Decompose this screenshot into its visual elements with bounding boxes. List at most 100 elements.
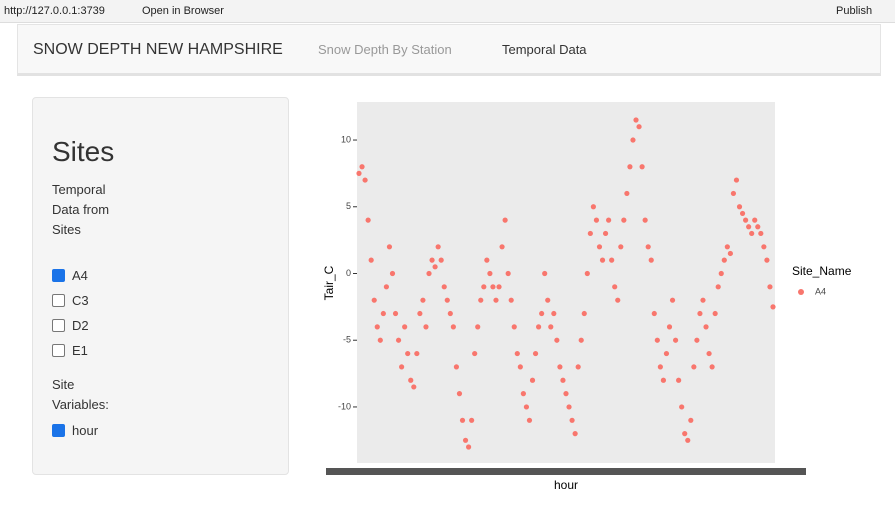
- point: [548, 324, 554, 330]
- point: [417, 310, 423, 317]
- point: [356, 170, 362, 176]
- checkbox-label: E1: [72, 343, 88, 358]
- checkbox-box[interactable]: [52, 319, 65, 332]
- point: [633, 117, 639, 123]
- point: [651, 310, 657, 317]
- point: [761, 244, 767, 250]
- point: [462, 437, 469, 443]
- checkbox-box[interactable]: [52, 269, 65, 282]
- point: [602, 230, 609, 237]
- point: [511, 324, 517, 330]
- brand[interactable]: SNOW DEPTH NEW HAMPSHIRE: [33, 41, 283, 58]
- point: [420, 297, 426, 303]
- point: [526, 417, 533, 423]
- checkbox-label: D2: [72, 318, 89, 333]
- point: [432, 264, 438, 270]
- point: [456, 391, 463, 397]
- x-axis-label: hour: [554, 478, 578, 492]
- point: [399, 364, 405, 370]
- point: [472, 350, 478, 357]
- point: [682, 431, 688, 437]
- point: [539, 310, 545, 317]
- point: [505, 270, 511, 277]
- y-tick-label: 10: [341, 134, 351, 144]
- checkbox-box[interactable]: [52, 424, 65, 437]
- point: [371, 297, 377, 303]
- point: [481, 284, 487, 290]
- point: [551, 310, 557, 317]
- point: [581, 310, 587, 317]
- point: [587, 230, 593, 237]
- nav-tab[interactable]: Snow Depth By Station: [318, 42, 452, 57]
- point: [496, 284, 502, 290]
- point: [721, 257, 727, 263]
- checkbox[interactable]: hour: [52, 423, 98, 439]
- point: [688, 417, 694, 423]
- point: [669, 297, 676, 303]
- point: [630, 137, 636, 143]
- point: [584, 270, 590, 277]
- point: [536, 324, 542, 330]
- point: [709, 364, 715, 370]
- point: [529, 377, 536, 383]
- variables-label: Site Variables:: [52, 377, 109, 412]
- point: [648, 257, 654, 263]
- point: [450, 324, 456, 330]
- point: [435, 244, 441, 250]
- point: [517, 364, 523, 370]
- point: [575, 364, 581, 370]
- point: [368, 257, 374, 263]
- point: [679, 404, 685, 410]
- point: [694, 337, 700, 343]
- checkbox[interactable]: A4: [52, 268, 88, 284]
- point: [523, 404, 530, 410]
- point: [490, 284, 496, 290]
- y-axis-label: Tair_C: [322, 265, 336, 300]
- checkbox[interactable]: C3: [52, 293, 89, 309]
- point: [636, 124, 642, 130]
- point: [377, 337, 383, 343]
- point: [532, 350, 539, 357]
- checkbox[interactable]: D2: [52, 318, 89, 334]
- plot-panel: [357, 102, 775, 463]
- point: [447, 310, 453, 317]
- point: [383, 284, 389, 290]
- point: [666, 324, 673, 330]
- point: [697, 310, 703, 317]
- checkbox[interactable]: E1: [52, 343, 88, 359]
- publish[interactable]: Publish: [836, 5, 873, 17]
- open-in-browser[interactable]: Open in Browser: [142, 5, 224, 17]
- point: [606, 217, 612, 223]
- point: [743, 217, 749, 223]
- point: [542, 270, 548, 277]
- y-tick-label: 5: [346, 201, 351, 211]
- checkbox-box[interactable]: [52, 294, 65, 307]
- point: [672, 337, 679, 343]
- point: [596, 244, 603, 250]
- nav-tab[interactable]: Temporal Data: [502, 42, 587, 57]
- point: [718, 270, 724, 277]
- point: [560, 377, 566, 383]
- point: [706, 350, 712, 357]
- point: [663, 350, 670, 357]
- point: [429, 257, 435, 263]
- point: [657, 364, 663, 370]
- point: [627, 164, 633, 170]
- point: [767, 284, 773, 290]
- point: [487, 270, 493, 277]
- point: [624, 190, 630, 197]
- point: [465, 444, 472, 450]
- point: [554, 337, 560, 343]
- point: [764, 257, 770, 263]
- point: [730, 190, 737, 197]
- legend-swatch: [798, 289, 804, 295]
- sidebar-title: Sites: [52, 136, 115, 167]
- point: [590, 204, 596, 210]
- point: [755, 224, 761, 230]
- legend-title: Site_Name: [792, 264, 852, 278]
- point: [514, 350, 520, 357]
- sites-label: Temporal Data from Sites: [52, 182, 110, 237]
- checkbox-box[interactable]: [52, 344, 65, 357]
- point: [380, 310, 386, 317]
- point: [770, 304, 776, 310]
